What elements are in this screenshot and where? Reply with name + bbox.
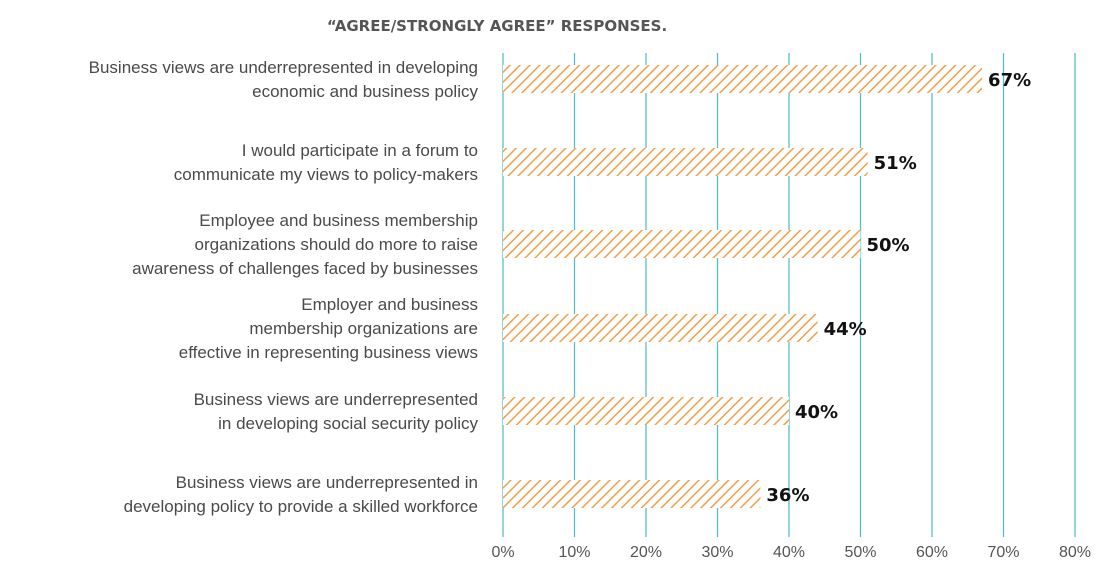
- category-labels: Business views are underrepresented in d…: [89, 58, 479, 516]
- bar: [503, 148, 868, 176]
- x-tick-label: 10%: [558, 544, 590, 561]
- category-label: Business views are underrepresented in d…: [89, 58, 479, 101]
- x-tick-label: 60%: [916, 544, 948, 561]
- x-tick-label: 80%: [1059, 544, 1091, 561]
- value-label: 67%: [988, 70, 1031, 91]
- x-tick-label: 40%: [773, 544, 805, 561]
- value-label: 40%: [795, 402, 838, 423]
- bar: [503, 230, 861, 258]
- category-label: Business views are underrepresented in de…: [194, 390, 479, 433]
- category-label: Business views are underrepresented in de…: [124, 473, 478, 516]
- category-label: Employee and business membership organiza…: [132, 211, 478, 278]
- x-tick-label: 30%: [701, 544, 733, 561]
- x-axis-ticks: 0% 10% 20% 30% 40% 50% 60% 70% 80%: [491, 544, 1091, 561]
- value-label: 50%: [867, 235, 910, 256]
- bar: [503, 397, 789, 425]
- category-label: Employer and business membership organiza…: [179, 295, 478, 362]
- value-label: 51%: [874, 153, 917, 174]
- bars: [503, 65, 983, 508]
- value-labels: 67% 51% 50% 44% 40% 36%: [766, 70, 1031, 506]
- grid-lines: [502, 53, 1076, 537]
- chart-title: “AGREE/STRONGLY AGREE” RESPONSES.: [327, 17, 667, 35]
- x-tick-label: 0%: [491, 544, 514, 561]
- value-label: 44%: [824, 319, 867, 340]
- x-tick-label: 50%: [844, 544, 876, 561]
- bar: [503, 65, 983, 93]
- bar: [503, 314, 818, 342]
- x-tick-label: 20%: [630, 544, 662, 561]
- bar: [503, 480, 761, 508]
- category-label: I would participate in a forum to communi…: [174, 141, 478, 184]
- x-tick-label: 70%: [987, 544, 1019, 561]
- value-label: 36%: [766, 485, 809, 506]
